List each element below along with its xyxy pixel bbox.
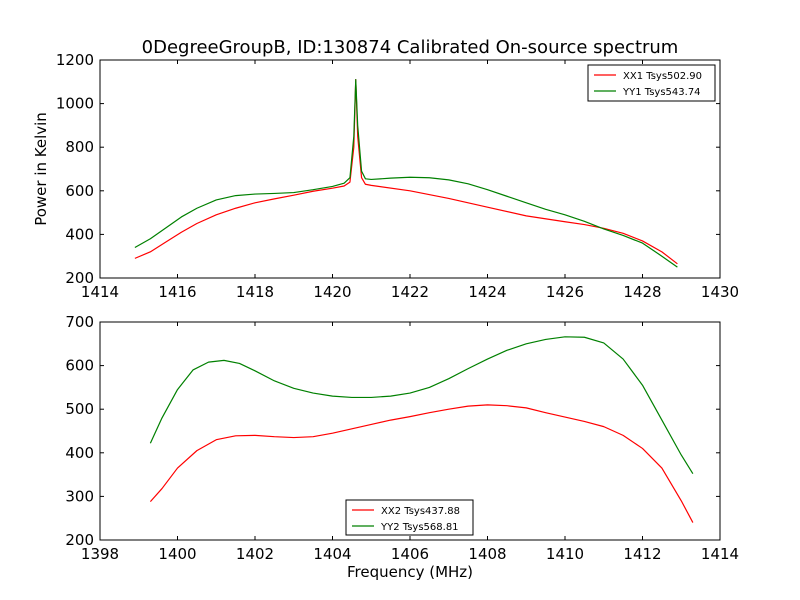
top-xtick-label: 1416 — [158, 283, 196, 301]
top-ytick-label: 800 — [65, 138, 94, 156]
bottom-legend-label: YY2 Tsys568.81 — [380, 522, 459, 533]
bottom-xtick-label: 1412 — [623, 545, 661, 563]
bottom-xtick-labels: 1398 1400 1402 1404 1406 1408 1410 1412 1414 — [81, 322, 739, 563]
top-series-line-yy — [134, 79, 678, 268]
top-series-line-xx — [134, 79, 678, 265]
bottom-series-line-xx — [149, 404, 694, 523]
bottom-xtick-label: 1398 — [81, 545, 119, 563]
top-xtick-label: 1424 — [468, 283, 506, 301]
bottom-ytick-label: 300 — [65, 487, 94, 505]
x-axis-label: Frequency (MHz) — [347, 563, 473, 581]
top-series-lines — [134, 79, 678, 268]
top-ytick-label: 600 — [65, 182, 94, 200]
bottom-xtick-label: 1408 — [468, 545, 506, 563]
bottom-ytick-labels: 200 300 400 500 600 700 — [65, 313, 720, 549]
bottom-xtick-label: 1404 — [313, 545, 351, 563]
bottom-ytick-label: 500 — [65, 400, 94, 418]
top-xtick-labels: 1414 1416 1418 1420 1422 1424 1426 1428 1430 — [81, 60, 739, 301]
top-legend-label: XX1 Tsys502.90 — [623, 71, 702, 82]
top-ytick-label: 1200 — [56, 51, 94, 69]
top-xtick-label: 1414 — [81, 283, 119, 301]
bottom-series-lines — [149, 336, 694, 523]
bottom-legend: XX2 Tsys437.88 YY2 Tsys568.81 — [345, 499, 474, 536]
bottom-ytick-label: 400 — [65, 444, 94, 462]
top-legend-label: YY1 Tsys543.74 — [622, 87, 701, 98]
top-xtick-label: 1428 — [623, 283, 661, 301]
top-xtick-label: 1430 — [701, 283, 739, 301]
bottom-legend-label: XX2 Tsys437.88 — [381, 506, 460, 517]
bottom-xtick-label: 1410 — [546, 545, 584, 563]
top-ytick-label: 1000 — [56, 95, 94, 113]
bottom-ytick-label: 700 — [65, 313, 94, 331]
bottom-ytick-label: 200 — [65, 531, 94, 549]
top-axes-frame — [99, 59, 721, 279]
top-ytick-labels: 200 400 600 800 1000 1200 — [56, 51, 720, 287]
top-xtick-label: 1422 — [391, 283, 429, 301]
top-legend: XX1 Tsys502.90 YY1 Tsys543.74 — [587, 64, 716, 102]
bottom-axes-frame — [99, 321, 721, 541]
top-xtick-label: 1418 — [236, 283, 274, 301]
top-ytick-label: 400 — [65, 225, 94, 243]
top-y-axis-label: Power in Kelvin — [32, 112, 50, 226]
top-legend-box — [587, 64, 716, 102]
bottom-xtick-label: 1402 — [236, 545, 274, 563]
chart-title: 0DegreeGroupB, ID:130874 Calibrated On-s… — [142, 37, 679, 58]
top-xtick-label: 1426 — [546, 283, 584, 301]
bottom-ytick-label: 600 — [65, 357, 94, 375]
bottom-xtick-label: 1406 — [391, 545, 429, 563]
top-plot-area: Power in Kelvin 1414 1416 1418 1420 1422 1424… — [32, 51, 739, 301]
bottom-xtick-label: 1400 — [158, 545, 196, 563]
top-ytick-label: 200 — [65, 269, 94, 287]
bottom-legend-box — [345, 499, 474, 536]
bottom-plot-area: Frequency (MHz) 1398 1400 1402 1404 1406 1408… — [65, 313, 739, 581]
bottom-series-line-yy — [149, 336, 694, 475]
top-xtick-label: 1420 — [313, 283, 351, 301]
bottom-xtick-label: 1414 — [701, 545, 739, 563]
